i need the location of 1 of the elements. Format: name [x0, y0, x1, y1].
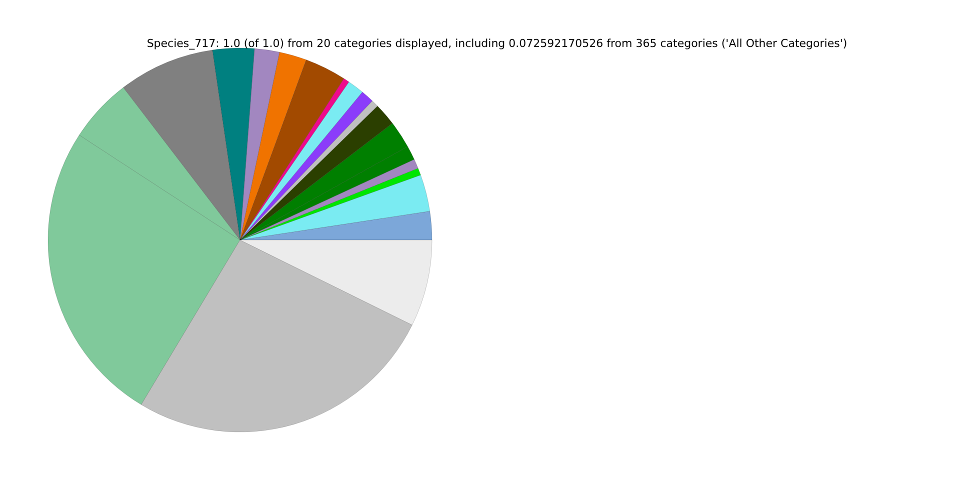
text: Species_717: 1.0 (of 1.0) from 20 categories displayed, including 0.072592170526 from 365 categories ('All Other Categories') — [146, 37, 848, 50]
